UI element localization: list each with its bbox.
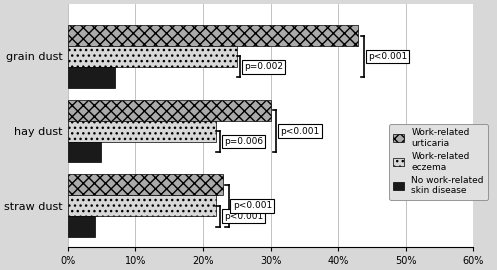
Bar <box>68 100 270 121</box>
Text: p<0.001: p<0.001 <box>224 212 263 221</box>
Text: p=0.006: p=0.006 <box>224 137 263 146</box>
Bar <box>68 46 237 67</box>
Text: p=0.002: p=0.002 <box>244 62 283 71</box>
Bar <box>68 141 101 163</box>
Bar <box>68 25 358 46</box>
Text: p<0.001: p<0.001 <box>233 201 272 210</box>
Text: p<0.001: p<0.001 <box>368 52 407 61</box>
Text: p<0.001: p<0.001 <box>280 127 319 136</box>
Bar <box>68 174 223 195</box>
Bar <box>68 121 217 141</box>
Legend: Work-related
urticaria, Work-related
eczema, No work-related
skin disease: Work-related urticaria, Work-related ecz… <box>389 124 488 200</box>
Bar <box>68 195 217 216</box>
Bar <box>68 67 115 88</box>
Bar <box>68 216 95 237</box>
